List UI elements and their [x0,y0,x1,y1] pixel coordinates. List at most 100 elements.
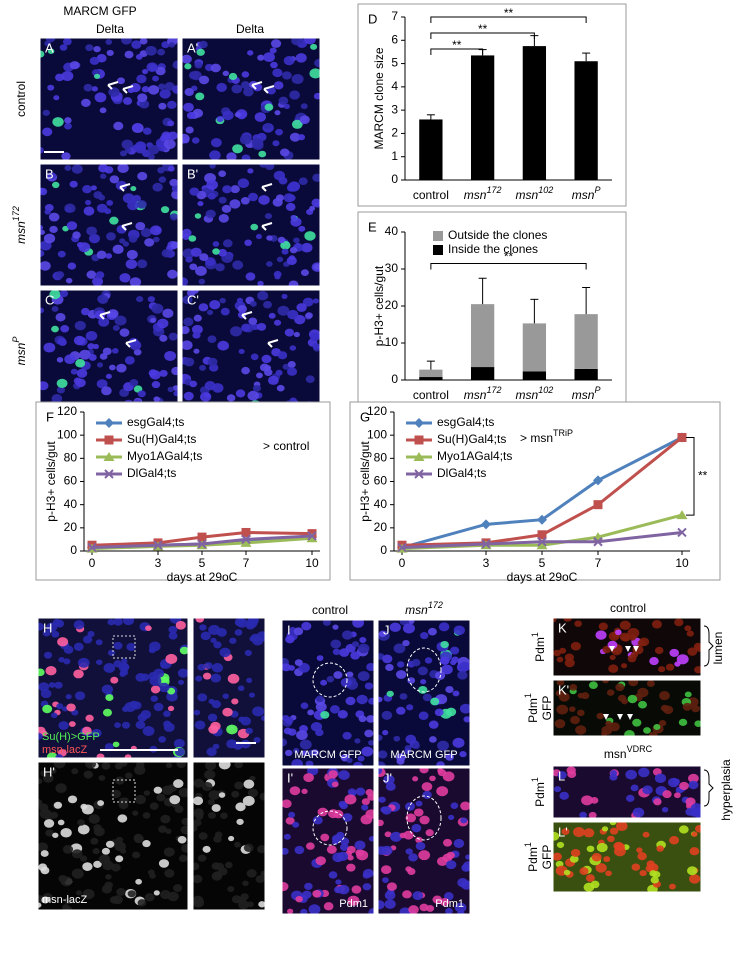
nucleus [368,908,374,914]
image-header: control [14,81,28,117]
image-background [40,164,178,286]
nucleus [227,673,240,684]
nucleus [64,122,72,130]
point [676,510,688,520]
nucleus [605,720,612,727]
nucleus [218,170,227,178]
nucleus [46,752,58,758]
bar-segment [470,304,495,368]
nucleus [168,631,178,640]
nucleus [554,719,566,729]
nucleus [556,841,565,849]
nucleus [596,842,608,853]
nucleus [269,47,277,54]
image-label: MARCM GFP [390,749,457,761]
nucleus [595,863,607,873]
point [240,537,252,547]
legend-marker [413,452,425,461]
nucleus [338,770,350,780]
bar-segment [522,371,547,380]
nucleus [304,38,316,45]
nucleus [105,253,113,259]
nucleus [209,164,216,169]
nucleus [405,866,412,872]
nucleus [52,832,59,838]
nucleus [632,718,642,727]
nucleus [300,269,309,277]
nucleus [258,901,265,908]
x-tick-label: 10 [305,556,319,570]
nucleus [259,792,265,801]
y-tick-label: 0 [391,372,398,386]
nucleus [145,625,152,632]
nucleus [158,825,167,833]
nucleus [205,209,216,219]
nucleus [121,658,128,664]
nucleus [329,705,340,714]
nucleus [252,636,264,646]
nucleus [168,42,175,48]
nucleus [197,854,207,862]
x-axis-label: days at 29oC [507,570,578,584]
nucleus [147,85,160,95]
nucleus [402,623,415,634]
nucleus [194,213,202,219]
nucleus [101,386,112,396]
nucleus [127,200,139,211]
nucleus [280,240,291,250]
significance-bracket [430,16,587,23]
nucleus [42,109,50,116]
nucleus [608,664,619,673]
nucleus [77,819,85,826]
nucleus [395,670,407,679]
image-header: msnVDRC [604,744,653,761]
nucleus [116,77,125,85]
nucleus [301,621,312,631]
nucleus [679,781,689,791]
nucleus [82,889,95,900]
nucleus [591,853,602,862]
nucleus [579,867,589,876]
nucleus [191,324,203,335]
nucleus [642,831,650,838]
y-tick-label: 30 [385,261,399,275]
nucleus [273,81,284,90]
nucleus [167,269,178,279]
y-tick-label: 6 [391,32,398,46]
x-tick-label: control [413,388,449,402]
nucleus [45,666,57,676]
nucleus [399,832,407,839]
micrograph [282,620,374,766]
nucleus [621,698,628,705]
nucleus [695,825,701,833]
nucleus [274,110,281,116]
nucleus [661,806,669,813]
legend-label: esgGal4;ts [437,415,494,429]
bar-segment [574,368,598,380]
nucleus [156,793,166,802]
nucleus [69,180,78,188]
nucleus [651,620,662,629]
nucleus [326,676,335,683]
nucleus [83,206,95,216]
nucleus [140,227,152,238]
nucleus [408,905,419,914]
significance-bracket [430,48,484,55]
nucleus [47,84,55,91]
nucleus [328,770,338,779]
nucleus [436,761,445,766]
nucleus [287,728,297,736]
nucleus [64,354,76,364]
x-tick-label: 3 [155,556,162,570]
nucleus [82,862,93,871]
nucleus [291,38,303,46]
nucleus [153,668,165,678]
nucleus [302,890,312,899]
nucleus [99,353,108,360]
nucleus [436,786,449,797]
panel-letter: A [45,40,54,55]
nucleus [107,618,116,626]
nucleus [317,807,328,817]
nucleus [158,736,167,743]
nucleus [144,238,155,247]
